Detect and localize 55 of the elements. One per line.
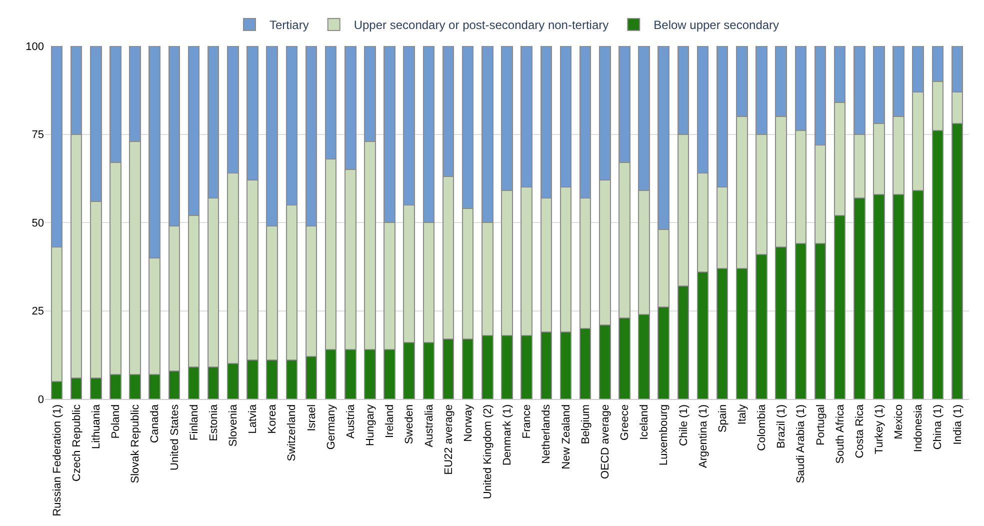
x-tick-label: China (1) [932, 404, 944, 450]
x-tick-label: United States [168, 404, 181, 470]
x-tick-label: Slovak Republic [130, 404, 142, 484]
y-tick-label: 0 [38, 394, 44, 406]
x-tick-label: Denmark (1) [502, 404, 514, 466]
x-tick-label: Switzerland [286, 404, 298, 462]
y-tick-label: 50 [32, 217, 44, 230]
legend-label: Below upper secondary [654, 18, 780, 32]
x-tick-label: Saudi Arabia (1) [795, 404, 808, 484]
x-tick-label: New Zealand [560, 404, 572, 470]
x-tick-label: Israel [306, 404, 318, 432]
x-tick-label: Turkey (1) [874, 404, 886, 454]
x-tick-label: Argentina (1) [697, 404, 710, 468]
x-tick-label: Germany [325, 404, 338, 450]
x-tick-label: Mexico [893, 404, 906, 440]
x-tick-label: United Kingdom (2) [482, 404, 494, 500]
x-tick-label: EU22 average [442, 404, 455, 475]
x-tick-label: Finland [188, 404, 200, 440]
x-tick-label: Indonesia [912, 404, 925, 452]
x-tick-label: Norway [462, 404, 474, 442]
x-tick-label: Czech Republic [70, 404, 83, 482]
x-tick-label: Korea [266, 404, 279, 434]
x-tick-label: Spain [716, 404, 729, 433]
x-tick-label: Luxembourg [658, 404, 670, 466]
x-tick-label: Australia [423, 404, 436, 448]
x-tick-label: Chile (1) [678, 404, 690, 446]
x-tick-label: OECD average [599, 404, 612, 479]
legend-label: Tertiary [270, 18, 309, 32]
x-tick-label: Hungary [364, 404, 377, 446]
x-tick-label: Estonia [208, 404, 220, 442]
x-tick-label: Sweden [404, 404, 416, 444]
x-tick-label: Greece [619, 404, 632, 440]
y-tick-label: 100 [26, 40, 44, 53]
x-tick-label: Russian Federation (1) [51, 404, 64, 516]
x-tick-label: Portugal [814, 404, 827, 446]
x-tick-label: Iceland [638, 404, 651, 440]
x-tick-label: Colombia [756, 404, 768, 451]
x-tick-label: Brazil (1) [776, 404, 788, 448]
x-tick-label: Netherlands [540, 404, 553, 464]
x-tick-label: Austria [344, 404, 357, 439]
x-tick-label: Costa Rica [854, 404, 866, 458]
x-tick-label: Lithuania [90, 404, 102, 450]
x-tick-label: South Africa [834, 404, 846, 464]
x-tick-label: Belgium [580, 404, 592, 444]
x-tick-label: Italy [736, 404, 748, 425]
x-tick-label: India (1) [952, 404, 964, 445]
x-tick-label: Slovenia [228, 404, 240, 447]
x-tick-label: Ireland [384, 404, 396, 438]
x-tick-label: France [521, 404, 534, 439]
legend-label: Upper secondary or post-secondary non-tertiary [354, 18, 609, 32]
x-tick-label: Canada [149, 404, 162, 443]
y-tick-label: 75 [32, 129, 44, 142]
x-tick-label: Latvia [247, 404, 260, 434]
y-tick-label: 25 [32, 306, 44, 318]
x-tick-label: Poland [110, 404, 122, 439]
